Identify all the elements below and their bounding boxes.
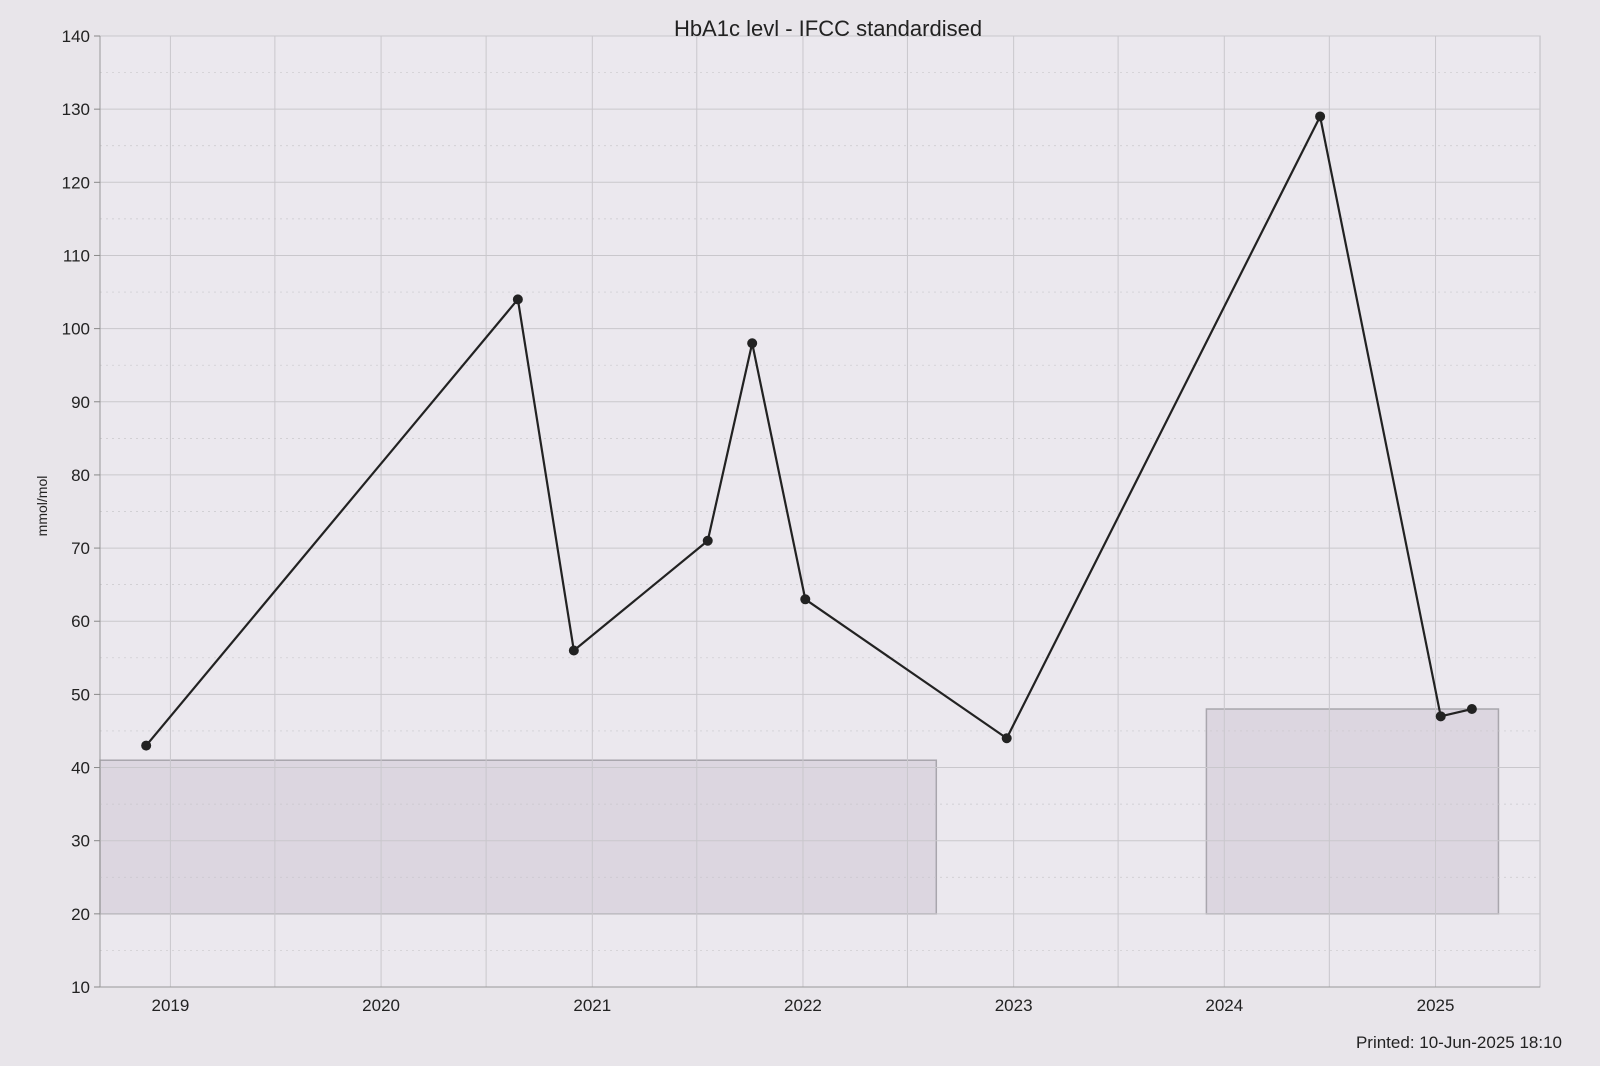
data-point xyxy=(1466,704,1477,715)
data-point xyxy=(1001,733,1012,744)
y-tick-label: 110 xyxy=(63,246,90,265)
data-point xyxy=(800,594,811,605)
x-tick-label: 2024 xyxy=(1205,996,1243,1015)
chart-title: HbA1c levl - IFCC standardised xyxy=(674,16,982,41)
y-tick-label: 40 xyxy=(71,759,90,778)
data-point xyxy=(141,740,152,751)
data-point xyxy=(747,338,758,349)
x-tick-label: 2020 xyxy=(362,996,400,1015)
y-tick-label: 10 xyxy=(71,978,90,997)
printed-timestamp: Printed: 10-Jun-2025 18:10 xyxy=(1356,1033,1562,1052)
data-point xyxy=(1435,711,1446,722)
y-tick-label: 140 xyxy=(62,27,90,46)
gridlines xyxy=(100,35,1540,988)
y-tick-label: 120 xyxy=(62,173,90,192)
y-tick-label: 50 xyxy=(71,685,90,704)
y-axis: 10 20 30 40 50 60 70 80 90 100 110 120 130 140 xyxy=(62,27,101,997)
y-tick-label: 30 xyxy=(71,832,90,851)
data-point xyxy=(1315,111,1326,122)
data-point xyxy=(702,535,713,546)
reference-ranges xyxy=(99,708,1500,915)
series-line xyxy=(145,115,1473,747)
y-tick-label: 20 xyxy=(71,905,90,924)
reference-range-box xyxy=(99,759,938,915)
y-tick-label: 60 xyxy=(71,612,90,631)
x-tick-label: 2023 xyxy=(995,996,1033,1015)
y-tick-label: 130 xyxy=(62,100,90,119)
y-tick-label: 70 xyxy=(71,539,90,558)
x-tick-label: 2021 xyxy=(573,996,611,1015)
x-tick-label: 2025 xyxy=(1417,996,1455,1015)
y-tick-label: 100 xyxy=(62,320,90,339)
y-tick-label: 80 xyxy=(71,466,90,485)
data-point xyxy=(568,645,579,656)
data-point xyxy=(512,294,523,305)
x-axis: 2019 2020 2021 2022 2023 2024 2025 xyxy=(100,986,1540,1015)
reference-range-box xyxy=(1205,708,1500,915)
y-axis-title: mmol/mol xyxy=(34,476,50,537)
y-tick-label: 90 xyxy=(71,393,90,412)
x-tick-label: 2022 xyxy=(784,996,822,1015)
x-tick-label: 2019 xyxy=(151,996,189,1015)
series xyxy=(141,111,1477,751)
